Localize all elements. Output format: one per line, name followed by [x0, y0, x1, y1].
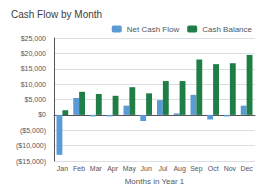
- svg-text:($15,000): ($15,000): [16, 158, 46, 166]
- svg-text:May: May: [123, 165, 137, 173]
- svg-text:Aug: Aug: [173, 165, 186, 173]
- svg-text:($5,000): ($5,000): [20, 127, 46, 135]
- svg-text:Apr: Apr: [107, 165, 119, 173]
- svg-text:$5,000: $5,000: [25, 96, 47, 103]
- svg-text:Dec: Dec: [240, 165, 253, 172]
- svg-text:$15,000: $15,000: [21, 65, 46, 72]
- svg-text:$25,000: $25,000: [21, 35, 46, 42]
- svg-text:Cash Flow by Month: Cash Flow by Month: [11, 9, 102, 20]
- svg-text:($10,000): ($10,000): [16, 142, 46, 150]
- svg-text:$10,000: $10,000: [21, 81, 46, 88]
- svg-text:Jun: Jun: [140, 165, 151, 172]
- svg-text:Nov: Nov: [224, 165, 237, 172]
- svg-text:Oct: Oct: [208, 165, 219, 172]
- svg-text:Feb: Feb: [73, 165, 85, 172]
- svg-text:$20,000: $20,000: [21, 50, 46, 57]
- svg-text:Net Cash Flow: Net Cash Flow: [127, 25, 180, 34]
- svg-text:Jul: Jul: [158, 165, 167, 172]
- svg-text:Mar: Mar: [90, 165, 103, 172]
- svg-text:Months in Year 1: Months in Year 1: [125, 177, 185, 186]
- svg-text:Sep: Sep: [190, 165, 203, 173]
- svg-text:Cash Balance: Cash Balance: [202, 25, 252, 34]
- svg-text:$0: $0: [38, 111, 46, 118]
- svg-text:Jan: Jan: [57, 165, 68, 172]
